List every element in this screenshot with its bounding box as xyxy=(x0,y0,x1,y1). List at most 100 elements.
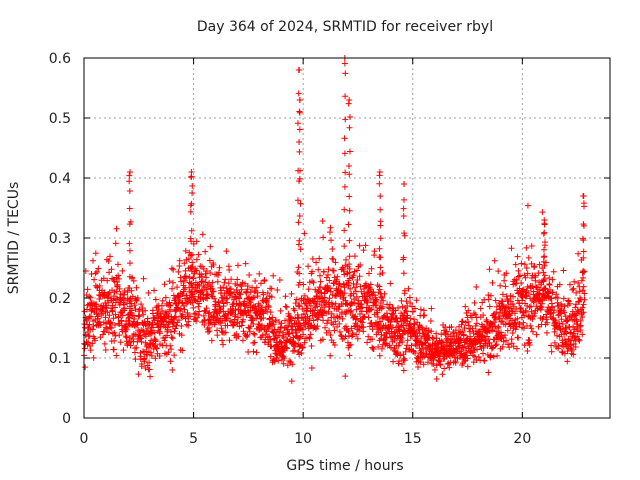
data-point xyxy=(563,330,570,337)
data-point xyxy=(264,290,271,297)
data-point xyxy=(175,293,182,300)
data-point xyxy=(206,257,213,264)
data-point xyxy=(292,300,299,307)
data-point xyxy=(126,240,133,247)
data-point xyxy=(306,334,313,341)
data-point xyxy=(137,332,144,339)
data-point xyxy=(342,256,349,263)
data-point xyxy=(410,316,417,323)
data-point xyxy=(567,281,574,288)
data-point xyxy=(301,230,308,237)
data-point xyxy=(126,321,133,328)
data-point xyxy=(420,312,427,319)
data-point xyxy=(469,325,476,332)
data-point xyxy=(207,270,214,277)
data-point xyxy=(540,277,547,284)
data-point xyxy=(295,219,302,226)
data-point xyxy=(376,318,383,325)
data-point xyxy=(417,306,424,313)
data-point xyxy=(560,267,567,274)
data-point xyxy=(188,200,195,207)
data-point xyxy=(192,310,199,317)
data-point xyxy=(187,252,194,259)
data-point xyxy=(418,335,425,342)
data-point xyxy=(458,337,465,344)
data-point xyxy=(316,272,323,279)
data-point xyxy=(228,276,235,283)
data-point xyxy=(346,114,353,121)
data-point xyxy=(296,213,303,220)
data-point xyxy=(283,344,290,351)
data-point xyxy=(566,324,573,331)
data-point xyxy=(267,353,274,360)
data-point xyxy=(539,209,546,216)
data-point xyxy=(328,310,335,317)
data-point xyxy=(343,300,350,307)
data-point xyxy=(227,290,234,297)
data-point xyxy=(378,331,385,338)
data-point xyxy=(528,308,535,315)
data-point xyxy=(376,245,383,252)
data-point xyxy=(551,328,558,335)
data-point xyxy=(397,352,404,359)
data-point xyxy=(317,278,324,285)
data-point xyxy=(111,321,118,328)
data-point xyxy=(185,255,192,262)
data-point xyxy=(475,353,482,360)
data-point xyxy=(529,328,536,335)
data-point xyxy=(338,332,345,339)
data-point xyxy=(250,321,257,328)
data-point xyxy=(138,360,145,367)
data-point xyxy=(82,364,89,371)
data-point xyxy=(518,279,525,286)
data-point xyxy=(169,285,176,292)
data-point xyxy=(362,242,369,249)
data-point xyxy=(271,358,278,365)
data-point xyxy=(91,276,98,283)
data-point xyxy=(156,330,163,337)
data-point xyxy=(322,324,329,331)
data-point xyxy=(493,309,500,316)
data-point xyxy=(299,306,306,313)
data-point xyxy=(288,290,295,297)
data-point xyxy=(342,93,349,100)
data-point xyxy=(336,320,343,327)
data-point xyxy=(525,290,532,297)
data-point xyxy=(342,116,349,123)
data-point xyxy=(411,320,418,327)
data-point xyxy=(331,327,338,334)
data-point xyxy=(368,306,375,313)
data-point xyxy=(102,346,109,353)
data-point xyxy=(209,279,216,286)
data-point xyxy=(491,257,498,264)
data-point xyxy=(413,297,420,304)
data-point xyxy=(376,283,383,290)
data-point xyxy=(270,272,277,279)
data-point xyxy=(238,286,245,293)
data-point xyxy=(105,299,112,306)
data-point xyxy=(99,305,106,312)
data-point xyxy=(242,303,249,310)
data-point xyxy=(142,333,149,340)
data-point xyxy=(345,100,352,107)
data-point xyxy=(346,342,353,349)
data-point xyxy=(181,306,188,313)
data-point xyxy=(439,371,446,378)
data-point xyxy=(319,218,326,225)
data-point xyxy=(234,276,241,283)
data-point xyxy=(174,284,181,291)
data-point xyxy=(465,307,472,314)
data-point xyxy=(377,254,384,261)
data-point xyxy=(549,303,556,310)
data-point xyxy=(352,316,359,323)
data-point xyxy=(341,290,348,297)
data-point xyxy=(175,305,182,312)
data-point xyxy=(531,263,538,270)
data-point xyxy=(548,348,555,355)
data-point xyxy=(522,274,529,281)
data-point xyxy=(292,340,299,347)
data-point xyxy=(260,310,267,317)
data-point xyxy=(537,306,544,313)
data-point xyxy=(472,323,479,330)
data-point xyxy=(400,322,407,329)
